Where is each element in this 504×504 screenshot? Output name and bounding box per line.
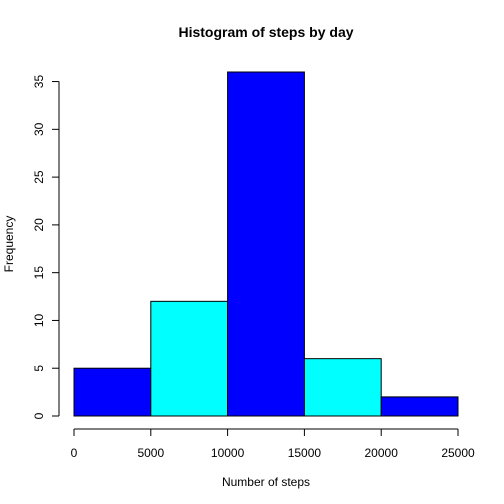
histogram-bar (303, 358, 382, 417)
x-tick-label: 20000 (365, 446, 399, 460)
y-tick-label: 15 (32, 266, 46, 280)
x-tick-label: 5000 (137, 446, 164, 460)
y-tick-label: 20 (32, 218, 46, 232)
y-axis-label: Frequency (2, 216, 16, 273)
x-axis-label: Number of steps (222, 475, 310, 489)
y-tick-label: 10 (32, 313, 46, 327)
y-tick-label: 30 (32, 122, 46, 136)
chart-title: Histogram of steps by day (178, 24, 353, 40)
x-tick-label: 25000 (441, 446, 475, 460)
y-tick-label: 25 (32, 170, 46, 184)
histogram-bar (73, 367, 152, 417)
y-tick-label: 5 (32, 365, 46, 372)
histogram-bar (227, 71, 305, 417)
histogram-bar (380, 396, 459, 417)
x-tick-label: 10000 (211, 446, 245, 460)
histogram-bar (150, 300, 229, 417)
y-axis: 0 5 10 15 20 25 30 35 (32, 75, 60, 419)
y-tick-label: 0 (32, 412, 46, 419)
bars-group (73, 71, 459, 417)
x-tick-label: 15000 (288, 446, 322, 460)
y-tick-label: 35 (32, 75, 46, 89)
x-axis: 0 5000 10000 15000 20000 25000 (71, 428, 475, 460)
x-tick-label: 0 (71, 446, 78, 460)
